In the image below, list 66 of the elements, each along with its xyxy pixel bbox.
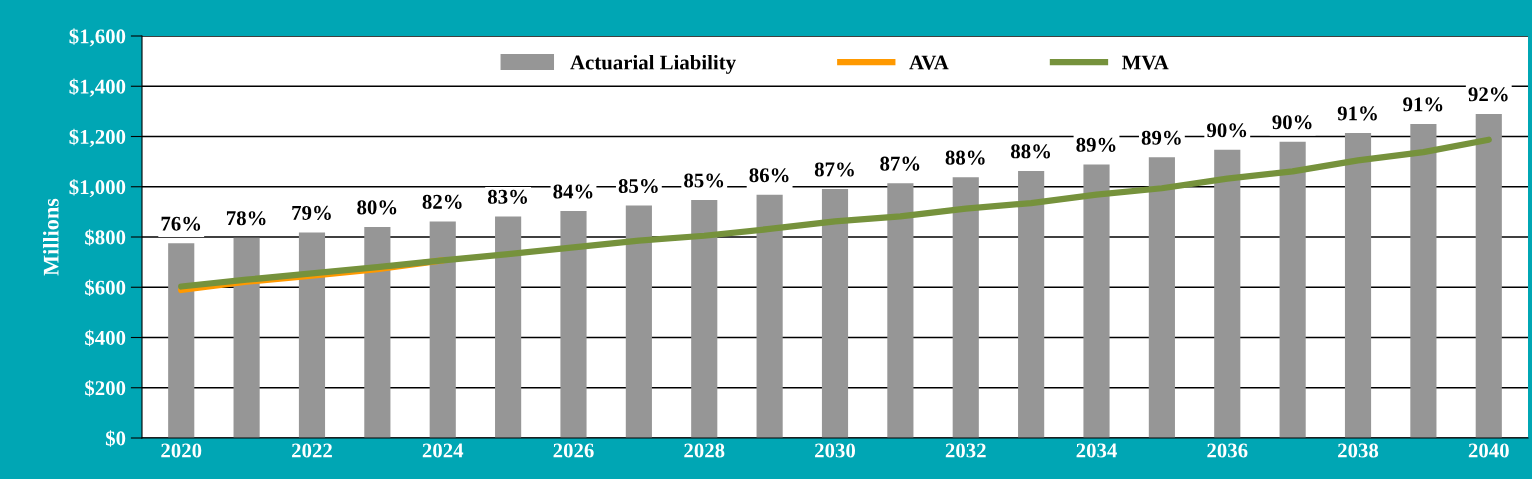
bar (691, 200, 718, 438)
annotation: 85% (618, 178, 658, 194)
x-tick-label: 2038 (1338, 443, 1379, 458)
annotation: 90% (1207, 123, 1247, 138)
bar (952, 177, 979, 438)
y-tick-label: $1,400 (69, 78, 126, 97)
bar (1410, 123, 1437, 438)
bar (560, 211, 587, 438)
bar (168, 243, 195, 438)
x-tick-label: 2040 (1468, 443, 1509, 458)
legend-label: AVA (909, 55, 949, 70)
y-tick-label: $1,600 (69, 28, 126, 47)
y-tick-label: $800 (85, 229, 126, 246)
bar (821, 189, 849, 438)
bar (1214, 149, 1241, 438)
x-tick-label: 2022 (292, 443, 332, 458)
annotation: 85% (684, 173, 724, 188)
annotation: 91% (1337, 106, 1377, 121)
bar (1018, 170, 1045, 438)
annotation: 91% (1403, 97, 1443, 112)
y-tick-label: $400 (85, 329, 126, 347)
annotation: 78% (226, 211, 266, 226)
annotation: 76% (161, 216, 201, 231)
annotation: 88% (1010, 144, 1051, 159)
annotation: 88% (945, 150, 985, 165)
annotation: 89% (1076, 137, 1116, 152)
annotation: 87% (880, 156, 920, 171)
legend-label: MVA (1122, 55, 1169, 70)
annotation: 80% (357, 200, 397, 215)
x-tick-label: 2034 (1076, 443, 1117, 458)
legend-label: Actuarial Liability (570, 54, 736, 74)
y-tick-label: $1,000 (69, 178, 126, 198)
bar (1083, 164, 1110, 438)
annotation: 83% (487, 189, 527, 204)
bar (298, 232, 326, 438)
x-tick-label: 2036 (1207, 443, 1248, 458)
annotation: 82% (422, 194, 462, 209)
x-tick-label: 2032 (945, 443, 986, 458)
y-tick-label: $600 (85, 279, 126, 297)
annotation: 92% (1468, 87, 1508, 102)
annotation: 90% (1272, 115, 1312, 130)
x-tick-label: 2026 (553, 443, 594, 458)
y-tick-label: $0 (105, 430, 126, 447)
bar (1279, 141, 1306, 438)
bar (1148, 157, 1175, 438)
bar (1475, 113, 1502, 438)
bar (429, 221, 456, 438)
bar (233, 237, 260, 438)
annotation: 84% (553, 184, 593, 199)
bar (495, 216, 522, 438)
bar (364, 226, 391, 438)
bar (756, 194, 783, 438)
x-tick-label: 2020 (161, 443, 202, 458)
x-tick-label: 2030 (815, 443, 856, 458)
annotation: 86% (749, 168, 789, 183)
bar (1344, 132, 1372, 438)
x-tick-label: 2028 (684, 443, 725, 458)
annotation: 79% (292, 205, 331, 220)
y-tick-label: $1,200 (69, 128, 126, 147)
y-axis-title: Millions (43, 198, 59, 276)
y-tick-label: $200 (85, 379, 126, 397)
bar (887, 183, 914, 438)
annotation: 87% (814, 162, 854, 177)
annotation: 89% (1141, 130, 1181, 145)
x-tick-label: 2024 (422, 443, 464, 458)
bar (625, 205, 652, 438)
